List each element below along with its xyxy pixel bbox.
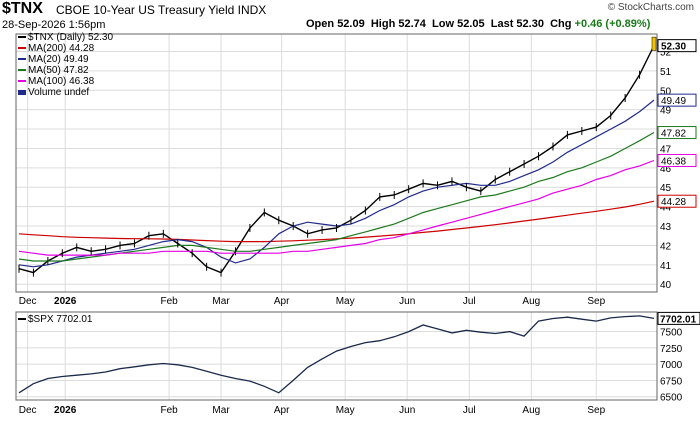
x-tick-label-lower: Apr bbox=[274, 405, 290, 416]
high-label: High bbox=[370, 18, 396, 30]
y-tick-label-upper: 47 bbox=[660, 144, 672, 155]
symbol-label: $TNX bbox=[2, 0, 43, 17]
x-tick-label-lower: Feb bbox=[160, 405, 178, 416]
series-spx-value-tag bbox=[657, 311, 700, 325]
last-candle bbox=[651, 36, 657, 51]
legend-swatch-ma100 bbox=[18, 80, 26, 83]
y-tick-label-lower: 6500 bbox=[660, 393, 683, 404]
series-ma-200-line bbox=[18, 200, 655, 243]
chg-value: +0.46 (+0.89%) bbox=[574, 18, 651, 30]
x-tick-label-lower: 2026 bbox=[54, 405, 77, 416]
x-tick-label-lower: May bbox=[336, 405, 355, 416]
legend-swatch-price bbox=[18, 36, 26, 39]
legend-lower-panel: $SPX 7702.01 bbox=[18, 315, 93, 325]
y-tick-label-upper: 45 bbox=[660, 183, 672, 194]
series-tnx-value-tag bbox=[657, 39, 697, 53]
series-ma-100-value-tag-label: 46.38 bbox=[661, 156, 686, 167]
x-tick-label-upper: May bbox=[336, 296, 355, 307]
legend-swatch-volume bbox=[18, 89, 26, 95]
instrument-name: CBOE 10-Year US Treasury Yield INDX bbox=[56, 3, 267, 17]
legend-ma20-label: MA(20) 49.49 bbox=[28, 54, 89, 65]
x-tick-label-upper: Dec bbox=[19, 296, 37, 307]
series-ma-100-line bbox=[18, 159, 655, 256]
y-tick-label-upper: 49 bbox=[660, 106, 672, 117]
legend-volume: Volume undef bbox=[18, 88, 89, 98]
y-tick-label-lower: 7500 bbox=[660, 328, 683, 339]
last-label: Last bbox=[490, 18, 514, 30]
x-tick-label-upper: Feb bbox=[160, 296, 178, 307]
series-ma-50-value-tag-label: 47.82 bbox=[661, 129, 686, 140]
series-spx-line bbox=[18, 315, 655, 394]
x-tick-label-upper: Aug bbox=[522, 296, 540, 307]
high-value: 52.74 bbox=[398, 18, 426, 30]
open-label: Open bbox=[306, 18, 335, 30]
y-tick-label-upper: 51 bbox=[660, 67, 672, 78]
x-tick-label-upper: Jul bbox=[463, 296, 476, 307]
x-tick-label-lower: Jul bbox=[463, 405, 476, 416]
axis-labels: 4041424344454647484950515265006750700072… bbox=[19, 39, 700, 416]
legend-ma200: MA(200) 44.28 bbox=[18, 44, 94, 54]
series-ma-50-value-tag bbox=[657, 126, 697, 140]
lower-panel-frame bbox=[15, 311, 658, 401]
grid-lines bbox=[16, 34, 657, 400]
x-tick-label-lower: Dec bbox=[19, 405, 37, 416]
ohlc-readout: Open 52.09 High 52.74 Low 52.05 Last 52.… bbox=[306, 18, 650, 30]
legend-ma50: MA(50) 47.82 bbox=[18, 66, 89, 76]
y-tick-label-upper: 46 bbox=[660, 164, 672, 175]
x-tick-label-lower: Mar bbox=[212, 405, 230, 416]
open-value: 52.09 bbox=[337, 18, 365, 30]
legend-swatch-ma50 bbox=[18, 69, 26, 72]
y-tick-label-upper: 41 bbox=[660, 261, 672, 272]
series-spx-value-tag-label: 7702.01 bbox=[660, 314, 697, 325]
date-stamp: 28-Sep-2026 1:56pm bbox=[2, 19, 106, 31]
upper-panel-frame bbox=[15, 33, 658, 293]
last-value: 52.30 bbox=[516, 18, 544, 30]
x-tick-label-lower: Aug bbox=[522, 405, 540, 416]
legend-ma100-label: MA(100) 46.38 bbox=[28, 76, 95, 87]
legend-ma20: MA(20) 49.49 bbox=[18, 55, 89, 65]
low-label: Low bbox=[432, 18, 455, 30]
x-tick-label-upper: 2026 bbox=[54, 296, 77, 307]
panel-frames bbox=[15, 33, 658, 401]
y-tick-label-upper: 43 bbox=[660, 222, 672, 233]
legend-swatch-spx bbox=[18, 318, 26, 321]
series-ma-20-value-tag bbox=[657, 93, 697, 107]
x-tick-label-upper: Sep bbox=[587, 296, 605, 307]
y-tick-label-upper: 40 bbox=[660, 280, 672, 291]
legend-ma100: MA(100) 46.38 bbox=[18, 77, 94, 87]
watermark: © StockCharts.com bbox=[607, 2, 694, 13]
chart-header: $TNX CBOE 10-Year US Treasury Yield INDX… bbox=[0, 0, 700, 34]
series-ma-20-value-tag-label: 49.49 bbox=[661, 96, 686, 107]
y-tick-label-upper: 42 bbox=[660, 241, 672, 252]
series-ma-50-line bbox=[18, 131, 655, 262]
legend-ma50-label: MA(50) 47.82 bbox=[28, 65, 89, 76]
x-tick-label-lower: Jun bbox=[399, 405, 415, 416]
legend-swatch-ma20 bbox=[18, 58, 26, 61]
y-tick-label-lower: 7250 bbox=[660, 344, 683, 355]
legend-volume-label: Volume undef bbox=[28, 87, 90, 98]
y-tick-label-lower: 6750 bbox=[660, 376, 683, 387]
x-tick-label-upper: Apr bbox=[274, 296, 290, 307]
chg-label: Chg bbox=[550, 18, 572, 30]
legend-price-label: $TNX (Daily) 52.30 bbox=[28, 32, 114, 43]
legend-ma200-label: MA(200) 44.28 bbox=[28, 43, 95, 54]
series-ma-200-value-tag bbox=[657, 194, 697, 208]
x-tick-label-upper: Mar bbox=[212, 296, 230, 307]
x-tick-label-upper: Jun bbox=[399, 296, 415, 307]
y-tick-label-upper: 44 bbox=[660, 203, 672, 214]
y-tick-label-lower: 7000 bbox=[660, 360, 683, 371]
series-ma-20-line bbox=[18, 99, 655, 268]
legend-price: $TNX (Daily) 52.30 bbox=[18, 33, 113, 43]
series-ma-100-value-tag bbox=[657, 153, 697, 167]
series-ma-200-value-tag-label: 44.28 bbox=[661, 197, 686, 208]
legend-spx-label: $SPX 7702.01 bbox=[28, 314, 93, 325]
x-tick-label-lower: Sep bbox=[587, 405, 605, 416]
low-value: 52.05 bbox=[457, 18, 485, 30]
y-tick-label-upper: 50 bbox=[660, 86, 672, 97]
series-lines bbox=[18, 36, 657, 394]
legend-swatch-ma200 bbox=[18, 47, 26, 50]
series-tnx-value-tag-label: 52.30 bbox=[661, 42, 686, 53]
y-tick-label-upper: 52 bbox=[660, 47, 672, 58]
